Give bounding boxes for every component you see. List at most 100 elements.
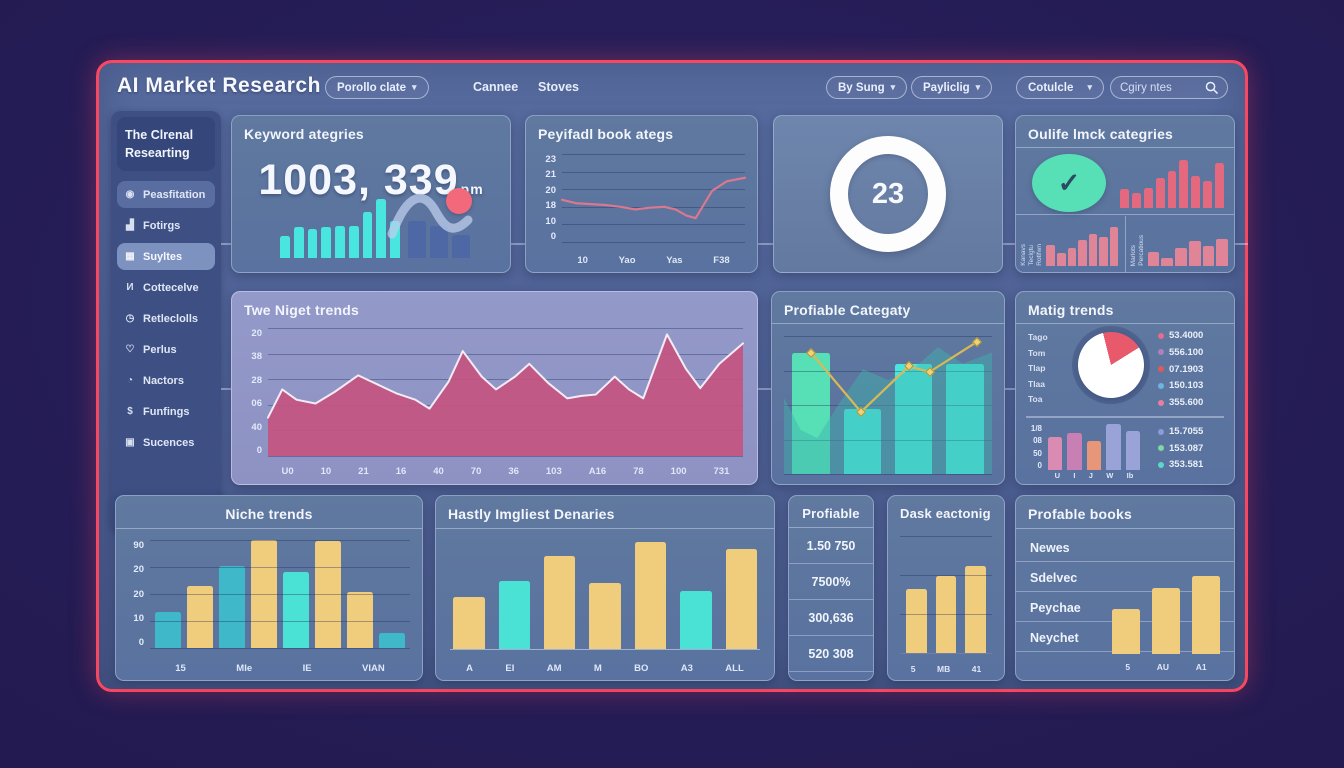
sidebar-item-funfings[interactable]: $ Funfings [117,398,215,425]
legend-dot [1158,445,1164,451]
bar [1109,227,1119,266]
bar [1147,251,1160,266]
x-tick-label: BO [634,663,649,674]
bar [1216,238,1228,266]
card-title: Peyifadl book ategs [538,126,674,142]
gridline [150,567,410,568]
chevron-down-icon: ▾ [975,82,981,92]
x-tick-label: AU [1156,662,1170,672]
book-row: Sdelvec [1016,562,1234,592]
profiable-category-chart [784,336,992,475]
x-tick-label: 5 [910,664,916,674]
bar [895,363,933,474]
mini-axis-labels: Marlots Percatious [1130,222,1145,266]
sidebar-item-peasfitation[interactable]: ◉ Peasfitation [117,181,215,209]
nav-item-cannee[interactable]: Cannee [473,80,519,94]
bar [187,586,214,648]
filter-dropdown-by-sung[interactable]: By Sung ▾ [826,76,908,99]
x-tick-label: AM [546,663,562,674]
nav-item-stoves[interactable]: Stoves [538,80,579,94]
x-tick-label: 731 [713,466,730,477]
y-tick-label: 28 [251,374,262,386]
pie-row-label: Toa [1028,394,1043,404]
dollar-icon: $ [127,406,133,418]
sidebar-item-label: Retleclolls [143,312,199,325]
mini-axis-label: Marlots [1129,244,1137,266]
x-tick-label: A1 [1195,662,1207,672]
sidebar-item-retleclolls[interactable]: ◷ Retleclolls [117,305,215,332]
sidebar-item-sucences[interactable]: ▣ Sucences [117,429,215,456]
x-tick-label: Yao [618,255,636,266]
sidebar-item-perlus[interactable]: ♡ Perlus [117,336,215,363]
payload-line-chart [562,154,745,243]
search-box[interactable] [1110,76,1228,99]
pie-legend: 53.4000 556.100 07.1903 150.103 355.600 [1158,330,1224,408]
portfolio-dropdown[interactable]: Porollo clate ▾ [325,76,429,99]
gridline [268,328,743,329]
bar [498,581,530,649]
bar [314,541,341,648]
connector-line [221,243,233,245]
x-tick-label: I [1073,471,1076,480]
quality-bar-chart [1120,157,1225,208]
y-tick-label: 20 [133,588,144,600]
profable-books-card: Profable books Newes Sdelvec Peychae Neyche… [1015,495,1235,681]
profiable-numbers-card: Profiable 1.50 750 7500% 300,636 520 308 [788,495,874,681]
filter-label: By Sung [838,81,885,94]
filter-dropdown-payliclig[interactable]: Payliclig ▾ [911,76,993,99]
card-title: Niche trends [116,496,422,529]
quality-mini-left: Kanavs Teclgtu Rotlfwn [1016,216,1125,272]
mini-legend: 15.7055 153.087 353.581 [1158,426,1224,470]
y-tick-label: 0 [550,230,556,242]
mini-axis-label: Teclgtu [1028,245,1036,266]
bar [1099,236,1108,266]
y-tick-label: 21 [545,169,556,181]
card-title: Oulife lmck categries [1016,116,1234,148]
sidebar-item-fotirgs[interactable]: ▟ Fotirgs [117,212,215,239]
search-input[interactable] [1120,81,1204,94]
niget-area-chart [268,328,743,457]
connector-line [757,243,774,245]
legend-dot [1158,366,1164,372]
chevron-down-icon: ▾ [890,82,896,92]
bar [1067,433,1082,470]
sidebar-item-cottecelve[interactable]: И Cottecelve [117,274,215,301]
filter-dropdown-cotulcle[interactable]: Cotulcle ▾ [1016,76,1104,99]
sidebar-item-nactors[interactable]: ◔ Nactors [117,367,215,394]
legend-value: 53.4000 [1169,330,1204,341]
y-tick-label: 08 [1033,436,1042,446]
briefcase-icon: ▣ [125,437,135,449]
sidebar-items: ◉ Peasfitation ▟ Fotirgs ▦ Suyltes И Cottecelve… [117,181,215,456]
connector-line [510,243,526,245]
y-tick-label: 10 [133,612,144,624]
bar [1086,441,1102,470]
legend-dot [1158,332,1164,339]
bar-chart-icon: ▟ [126,220,134,232]
payload-book-card: Peyifadl book ategs 23 21 20 18 10 0 10 Yao Yas… [525,115,758,273]
sidebar-header: The Clrenal Researting [117,117,215,172]
search-icon [1205,81,1218,94]
gridline [150,540,410,541]
mini-x-labels: U I J W Ib [1048,471,1140,480]
y-tick-label: 1/8 [1030,424,1042,433]
section-divider [1026,416,1224,418]
sidebar-item-suyltes[interactable]: ▦ Suyltes [117,243,215,271]
x-tick-label: M [593,663,602,674]
gridline [562,171,745,173]
mini-bar-chart [1046,222,1119,266]
sidebar-item-label: Fotirgs [143,219,181,232]
profiable-number-list: 1.50 750 7500% 300,636 520 308 [789,528,873,672]
x-tick-label: IE [302,663,312,674]
heart-icon: ♡ [125,344,135,356]
x-tick-label: MIe [236,663,253,674]
bar [634,542,667,649]
y-tick-label: 20 [545,184,556,196]
mini-bar-chart [1147,222,1228,266]
bar [946,363,984,474]
x-tick-label: 15 [175,663,186,674]
gridline [562,242,745,243]
bar [1112,609,1140,654]
ring-value: 23 [871,177,905,210]
gridline [268,353,743,355]
